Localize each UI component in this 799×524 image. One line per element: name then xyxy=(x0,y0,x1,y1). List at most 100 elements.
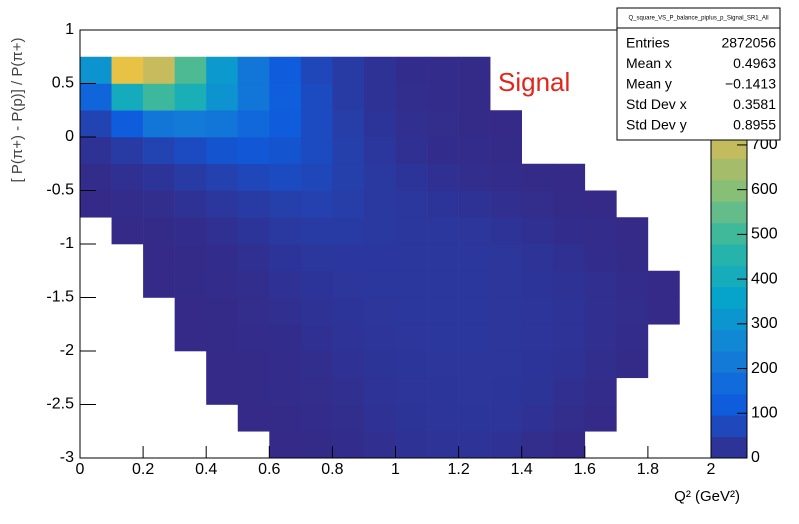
heat-cell xyxy=(490,137,522,165)
heat-cell xyxy=(143,83,175,111)
heat-cell xyxy=(174,110,207,138)
y-tick-label: -1 xyxy=(60,235,74,252)
heat-cell xyxy=(237,297,270,325)
heat-cell xyxy=(553,404,586,432)
x-tick-label: 1.2 xyxy=(447,461,469,478)
heat-cell xyxy=(427,110,459,138)
heat-cell xyxy=(80,56,112,84)
heat-cell xyxy=(269,431,302,459)
heat-cell xyxy=(458,270,491,298)
heat-cell xyxy=(553,431,586,459)
heat-cell xyxy=(458,217,491,245)
stats-label: Mean x xyxy=(626,55,672,71)
heat-cell xyxy=(269,110,302,138)
heat-cell xyxy=(237,190,270,218)
colorbar-step xyxy=(711,286,747,309)
heat-cell xyxy=(490,163,522,191)
heat-cell xyxy=(206,297,239,325)
heat-cell xyxy=(300,431,333,459)
x-tick-label: 0 xyxy=(76,461,85,478)
heat-cell xyxy=(363,351,396,379)
heat-cell xyxy=(332,217,365,245)
x-tick-label: 0.4 xyxy=(195,461,217,478)
x-tick-label: 0.2 xyxy=(132,461,154,478)
heat-cell xyxy=(80,163,112,191)
stats-value: 2872056 xyxy=(721,35,776,51)
colorbar-step xyxy=(711,329,747,352)
heat-cell xyxy=(395,377,428,405)
heat-cell xyxy=(427,83,459,111)
annotation: Signal xyxy=(498,67,570,97)
y-tick-label: -2 xyxy=(60,342,74,359)
heat-cell xyxy=(427,270,459,298)
heat-cell xyxy=(490,190,522,218)
stats-label: Std Dev x xyxy=(626,96,687,112)
heat-cell xyxy=(300,56,333,84)
heat-cell xyxy=(237,56,270,84)
heat-cell xyxy=(143,137,175,165)
heat-cell xyxy=(332,270,365,298)
heat-cell xyxy=(300,163,333,191)
colorbar-step xyxy=(711,158,747,181)
heat-cell xyxy=(458,190,491,218)
heat-cell xyxy=(237,137,270,165)
heat-cell xyxy=(269,83,302,111)
heat-cell xyxy=(363,137,396,165)
heat-cell xyxy=(395,404,428,432)
heat-cell xyxy=(616,351,649,379)
heat-cell xyxy=(553,163,586,191)
heat-cell xyxy=(427,377,459,405)
heat-cell xyxy=(300,351,333,379)
heat-cell xyxy=(111,217,144,245)
heat-cell xyxy=(363,244,396,272)
heat-cell xyxy=(363,110,396,138)
heat-cell xyxy=(553,324,586,352)
heat-cell xyxy=(206,217,239,245)
heat-cell xyxy=(300,377,333,405)
heat-cell xyxy=(490,431,522,459)
heat-cell xyxy=(332,351,365,379)
heat-cell xyxy=(363,404,396,432)
heat-cell xyxy=(647,270,680,298)
heat-cell xyxy=(427,404,459,432)
heat-cell xyxy=(458,404,491,432)
heat-cell xyxy=(584,190,617,218)
colorbar-step xyxy=(711,179,747,202)
heat-cell xyxy=(553,351,586,379)
heat-cell xyxy=(300,324,333,352)
heat-cell xyxy=(584,244,617,272)
stats-box xyxy=(616,7,781,141)
heat-cell xyxy=(80,137,112,165)
stats-label: Entries xyxy=(626,35,670,51)
heat-cell xyxy=(237,217,270,245)
heat-cell xyxy=(521,324,554,352)
stats-label: Std Dev y xyxy=(626,117,687,133)
heat-cell xyxy=(269,297,302,325)
heat-cell xyxy=(174,297,207,325)
heat-cell xyxy=(395,324,428,352)
heat-cell xyxy=(427,137,459,165)
heat-cell xyxy=(363,324,396,352)
heat-cell xyxy=(80,110,112,138)
heat-cell xyxy=(584,377,617,405)
heat-cell xyxy=(521,217,554,245)
heat-cell xyxy=(332,56,365,84)
heat-cell xyxy=(395,297,428,325)
heat-cell xyxy=(521,270,554,298)
heat-cell xyxy=(458,431,491,459)
heat-cell xyxy=(395,270,428,298)
heat-cell xyxy=(584,351,617,379)
heat-cell xyxy=(332,83,365,111)
heat-cell xyxy=(521,190,554,218)
heat-cell xyxy=(427,244,459,272)
heat-cell xyxy=(427,163,459,191)
heat-cell xyxy=(111,56,144,84)
y-tick-label: 0.5 xyxy=(52,75,74,92)
heat-cell xyxy=(490,110,522,138)
y-tick-label: -0.5 xyxy=(46,182,74,199)
x-tick-label: 0.6 xyxy=(258,461,280,478)
heat-cell xyxy=(395,110,428,138)
heat-cell xyxy=(490,297,522,325)
heat-cell xyxy=(269,270,302,298)
x-tick-label: 1.4 xyxy=(511,461,533,478)
